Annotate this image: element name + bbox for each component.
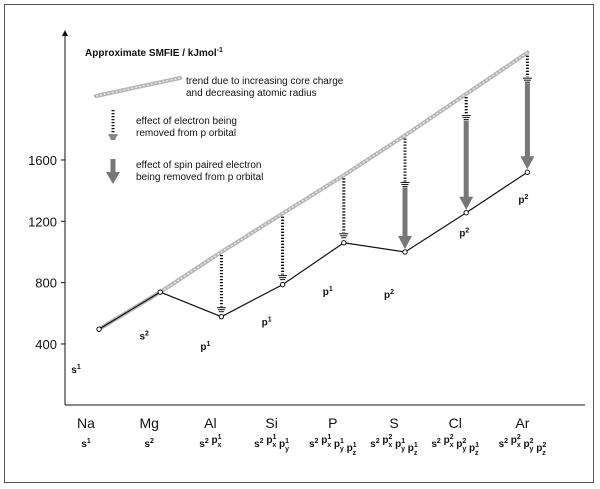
y-tick-label-800: 800 (35, 276, 57, 291)
data-point-Si (279, 281, 286, 288)
y-tick-label-1600: 1600 (28, 153, 57, 168)
orbital-annotation-P: p1 (323, 286, 333, 298)
element-label-Si: Si (265, 415, 277, 431)
orbital-annotation-Si: p1 (262, 317, 272, 329)
legend-trend-text-0: trend due to increasing core charge (186, 76, 344, 87)
data-point-Ar (524, 169, 531, 175)
element-label-Na: Na (77, 415, 95, 431)
y-tick-label-400: 400 (35, 337, 57, 352)
element-label-Mg: Mg (139, 415, 158, 431)
chart-frame (4, 4, 594, 483)
element-label-P: P (328, 415, 337, 431)
data-point-Cl (463, 210, 469, 216)
electron-config-Al: s2 p1 x (199, 434, 221, 450)
orbital-annotation-S: p2 (384, 289, 394, 301)
electron-config-Cl: s2 p2 x p2 y p1 z (431, 434, 479, 457)
legend-spin-paired-swatch-shaft (110, 159, 116, 172)
legend-trend-text-1: and decreasing atomic radius (186, 88, 317, 99)
element-label-Ar: Ar (515, 415, 529, 431)
spin-paired-arrow-shaft-5 (402, 187, 408, 237)
electron-config-S: s2 p2 x p1 y p1 z (370, 434, 418, 457)
electron-config-Si: s2 p1 x p1 y (254, 434, 289, 453)
y-tick-label-1200: 1200 (28, 214, 57, 229)
spin-paired-arrow-head-5 (398, 235, 412, 249)
element-label-S: S (389, 415, 398, 431)
legend-spin-paired-swatch-head (106, 172, 120, 184)
data-point-Al (218, 313, 225, 320)
orbital-annotation-Ar: p2 (518, 194, 528, 206)
spin-paired-arrow-shaft-7 (524, 83, 530, 158)
data-point-Mg (157, 289, 163, 295)
legend-p-removal-text-0: effect of electron being (136, 116, 237, 127)
electron-config-Ar: s2 p2 x p2 y p2 z (499, 434, 547, 457)
legend-p-removal-text-1: removed from p orbital (136, 128, 236, 139)
legend-spin-paired-text-1: being removed from p orbital (136, 172, 263, 183)
electron-config-P: s2 p1 x p1 y p1 z (309, 434, 357, 457)
orbital-annotation-Al: p1 (200, 341, 210, 353)
data-point-P (341, 240, 347, 246)
trend-band-inner (98, 51, 528, 330)
element-label-Cl: Cl (449, 415, 462, 431)
electron-config-Na: s1 (81, 438, 91, 450)
data-point-Na (96, 326, 102, 332)
y-axis-label: Approximate SMFIE / kJmol-1 (85, 47, 223, 59)
y-axis-arrowhead (62, 30, 68, 36)
spin-paired-arrow-head-7 (520, 156, 535, 170)
data-point-S (402, 249, 408, 255)
ionization-energy-line (98, 171, 528, 330)
orbital-annotation-Cl: p2 (459, 228, 469, 240)
orbital-annotation-Na: s1 (71, 364, 81, 376)
spin-paired-arrow-shaft-6 (463, 120, 469, 198)
spin-paired-arrow-head-6 (459, 196, 474, 210)
electron-config-Mg: s2 (144, 438, 154, 450)
element-label-Al: Al (204, 415, 216, 431)
legend-spin-paired-text-0: effect of spin paired electron (136, 160, 261, 171)
orbital-annotation-Mg: s2 (139, 330, 149, 342)
legend-trend-swatch (94, 76, 182, 98)
